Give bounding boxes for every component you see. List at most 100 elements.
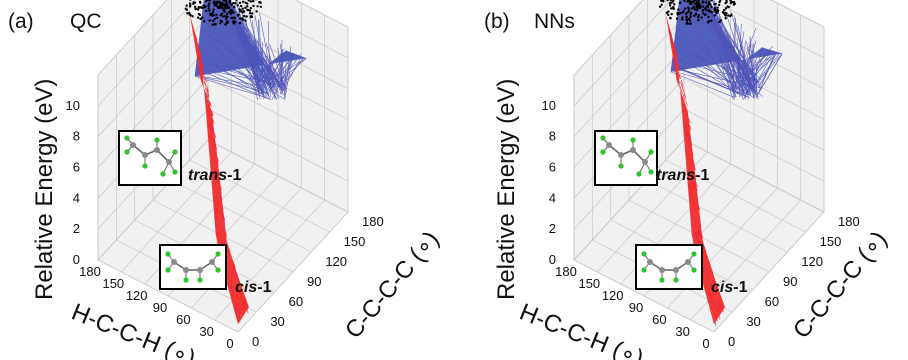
cis-trajectory	[684, 122, 687, 129]
trans-trajectory	[670, 71, 736, 98]
trans-trajectory	[755, 53, 783, 98]
cis-trajectory	[697, 227, 700, 233]
cis-trajectory	[198, 68, 202, 75]
trans-trajectory	[694, 0, 751, 85]
trans-trajectory	[210, 35, 274, 82]
carbon-atom	[647, 259, 653, 265]
cis-trajectory	[700, 231, 704, 238]
sample-point	[207, 7, 210, 10]
cis-trajectory	[220, 211, 224, 218]
hydrogen-atom	[172, 149, 178, 155]
x-tick-label: 150	[578, 276, 600, 291]
cis-trajectory	[214, 144, 218, 151]
sample-point	[704, 1, 708, 4]
sample-point	[211, 23, 214, 26]
sample-point	[244, 6, 247, 10]
sample-point	[212, 8, 215, 11]
hydrogen-atom	[124, 135, 130, 141]
sample-point	[665, 11, 669, 15]
sample-point	[658, 5, 662, 8]
trans-label: trans-1	[188, 167, 241, 184]
cis-trajectory	[685, 152, 688, 159]
hydrogen-atom	[600, 149, 606, 155]
method-label: QC	[70, 10, 102, 33]
cis-trajectory	[705, 270, 708, 276]
grid-line	[573, 0, 644, 76]
sample-point	[194, 7, 197, 11]
sample-point	[219, 5, 223, 8]
cis-trajectory	[222, 214, 226, 221]
sample-point	[695, 0, 698, 2]
cis-trajectory	[201, 63, 204, 70]
sample-point	[224, 23, 227, 26]
cis-trajectory	[708, 280, 712, 286]
x-tick-label: 180	[79, 264, 101, 279]
trans-trajectory	[214, 72, 261, 93]
sample-point	[727, 14, 730, 17]
sample-point	[233, 5, 236, 9]
grid-line	[97, 139, 209, 261]
cis-trajectory	[682, 94, 686, 101]
sample-point	[185, 8, 189, 12]
hydrogen-atom	[636, 171, 642, 177]
cis-trajectory	[713, 311, 716, 318]
sample-point	[225, 1, 228, 4]
cis-trajectory	[693, 233, 697, 240]
sample-point	[192, 1, 195, 4]
cis-molecule-inset: cis-1	[159, 244, 272, 296]
sample-point	[707, 20, 711, 23]
hydrogen-atom	[165, 251, 171, 257]
cis-inset-frame	[635, 244, 703, 290]
sample-point	[689, 22, 692, 25]
sample-point	[239, 10, 242, 13]
y-tick-label: 30	[270, 314, 284, 329]
hydrogen-atom	[630, 137, 636, 143]
cis-trajectory	[230, 278, 233, 284]
cis-trajectory	[226, 247, 230, 253]
sample-point	[225, 17, 228, 21]
cis-trajectory	[692, 165, 695, 171]
sample-point	[247, 0, 250, 2]
sample-point	[223, 3, 226, 7]
cis-trajectory	[215, 214, 218, 220]
cis-trajectory	[232, 263, 236, 270]
cis-trajectory	[233, 262, 236, 269]
cis-trajectory	[216, 188, 219, 195]
sample-point	[732, 1, 735, 4]
sample-point	[245, 15, 248, 18]
cis-trajectory	[685, 111, 689, 117]
sample-point	[213, 17, 217, 21]
hydrogen-atom	[215, 267, 221, 273]
sample-point	[211, 10, 215, 14]
sampled-points	[658, 0, 736, 25]
carbon-atom	[183, 267, 189, 273]
trans-trajectory	[672, 70, 751, 93]
y-tick-label: 0	[252, 334, 259, 349]
sample-point	[248, 12, 252, 15]
cis-trajectory	[231, 293, 234, 300]
carbon-atom	[130, 142, 136, 148]
sample-point	[238, 8, 241, 11]
sample-point	[707, 15, 710, 19]
sample-point	[198, 13, 202, 17]
cis-trajectory	[684, 133, 687, 139]
cis-trajectory	[242, 303, 245, 310]
cis-trajectory	[204, 81, 207, 88]
sample-point	[242, 10, 246, 13]
cis-trajectory	[243, 299, 246, 306]
x-tick-label: 0	[702, 336, 709, 351]
cis-trajectory	[668, 29, 671, 36]
trans-trajectory	[261, 50, 288, 92]
cis-trajectory	[194, 34, 198, 41]
cis-trajectory	[211, 169, 214, 176]
z-tick-label: 8	[549, 129, 556, 144]
cis-trajectory	[224, 231, 228, 237]
cis-trajectory	[687, 132, 691, 139]
cis-trajectory	[237, 287, 240, 293]
cis-trajectory	[683, 101, 687, 108]
sample-point	[246, 5, 249, 8]
cis-trajectory	[708, 261, 712, 268]
sample-point	[690, 11, 693, 15]
trans-trajectory	[746, 41, 758, 91]
